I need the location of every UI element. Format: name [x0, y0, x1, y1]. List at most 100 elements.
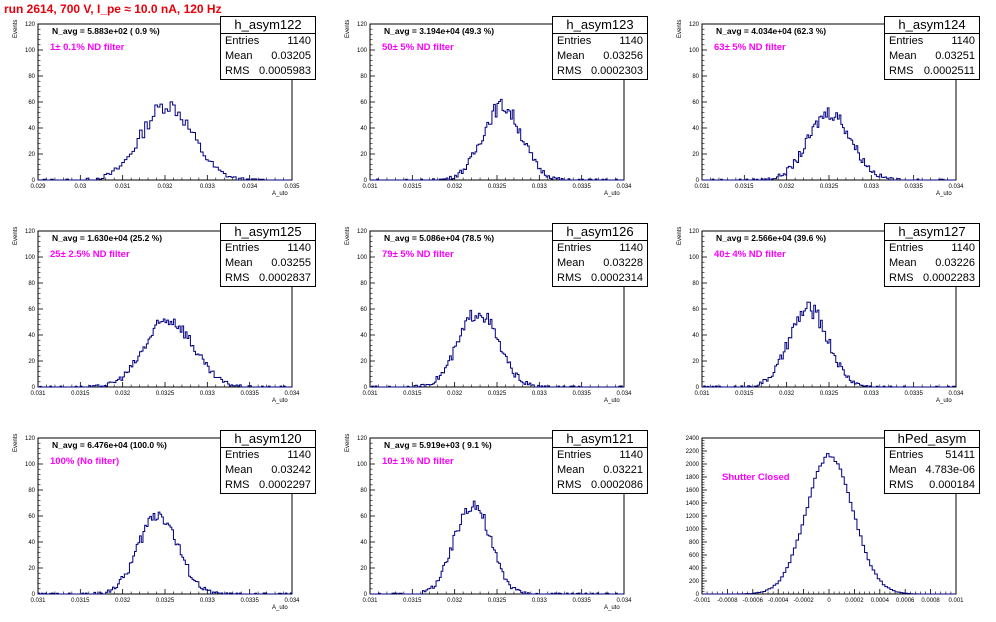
- stats-entries-label: Entries: [889, 35, 924, 47]
- x-tick-label: 0.029: [30, 184, 46, 190]
- x-tick-label: 0.0325: [820, 184, 839, 190]
- x-tick-label: 0.0002: [845, 598, 864, 604]
- x-tick-label: 0.031: [30, 598, 46, 604]
- y-tick-label: 60: [692, 307, 699, 313]
- stats-entries-value: 1140: [951, 242, 975, 254]
- y-tick-label: 0: [32, 385, 36, 391]
- histogram-plot: 0 20 40 60 80 100 120 0.031 0.0315 0.032 0.0325 0.0…: [689, 229, 964, 397]
- y-tick-label: 200: [689, 579, 700, 585]
- stats-box: hPed_asym Entries 51411 Mean 4.783e-06 RMS 0.0…: [884, 430, 980, 494]
- y-tick-label: 20: [360, 359, 367, 365]
- y-tick-label: 100: [25, 255, 36, 261]
- x-axis-label: A_uto: [936, 191, 952, 197]
- stats-box: h_asym126 Entries 1140 Mean 0.03228 RMS 0.0002…: [552, 223, 648, 287]
- n-avg-annotation: N_avg = 1.630e+04 (25.2 %): [52, 233, 163, 243]
- x-axis-label: A_uto: [272, 605, 288, 611]
- histogram-bars: [702, 107, 956, 181]
- y-tick-label: 2000: [686, 462, 700, 468]
- stats-rms-row: RMS 0.0002086: [553, 478, 647, 493]
- histogram-plot: 0 20 40 60 80 100 120 0.029 0.03 0.031 0.032 0.033 0…: [25, 22, 300, 190]
- x-tick-label: 0.033: [200, 598, 216, 604]
- stats-mean-value: 0.03242: [271, 464, 311, 476]
- x-axis-label: A_uto: [936, 398, 952, 404]
- y-tick-label: 60: [360, 514, 367, 520]
- y-tick-label: 0: [696, 385, 700, 391]
- filter-label: 10± 1% ND filter: [382, 456, 454, 467]
- stats-entries-value: 1140: [619, 35, 643, 47]
- y-tick-label: 1000: [686, 527, 700, 533]
- stats-rms-row: RMS 0.0005983: [221, 64, 315, 79]
- stats-mean-label: Mean: [225, 464, 253, 476]
- x-tick-label: 0.0004: [871, 598, 890, 604]
- x-axis-label: A_uto: [604, 398, 620, 404]
- y-tick-label: 80: [692, 74, 699, 80]
- x-tick-label: -0.001: [693, 598, 711, 604]
- x-tick-label: 0.0315: [403, 184, 422, 190]
- stats-title: h_asym121: [553, 431, 647, 448]
- x-tick-label: 0.001: [948, 598, 964, 604]
- stats-mean-value: 0.03255: [271, 257, 311, 269]
- stats-entries-label: Entries: [557, 449, 592, 461]
- x-tick-label: 0.033: [200, 391, 216, 397]
- stats-mean-label: Mean: [225, 257, 253, 269]
- stats-rms-value: 0.0002283: [923, 272, 975, 284]
- stats-entries-label: Entries: [225, 242, 260, 254]
- x-tick-label: 0.032: [115, 598, 131, 604]
- stats-mean-row: Mean 0.03255: [221, 256, 315, 271]
- x-tick-label: 0.0335: [904, 184, 923, 190]
- y-tick-label: 0: [364, 592, 368, 598]
- y-tick-label: 40: [28, 126, 35, 132]
- y-tick-label: 60: [360, 100, 367, 106]
- x-tick-label: 0.0315: [403, 598, 422, 604]
- y-tick-label: 0: [364, 385, 368, 391]
- x-tick-label: 0.031: [362, 598, 378, 604]
- stats-entries-label: Entries: [889, 449, 924, 461]
- stats-entries-value: 1140: [287, 449, 311, 461]
- y-tick-label: 40: [692, 126, 699, 132]
- x-tick-label: -0.0006: [743, 598, 764, 604]
- x-tick-label: 0.033: [864, 184, 880, 190]
- y-tick-label: 0: [696, 178, 700, 184]
- y-axis-label: Events: [13, 226, 19, 245]
- stats-entries-value: 1140: [287, 242, 311, 254]
- histogram-panel-h_asym124: 0 20 40 60 80 100 120 0.031 0.0315 0.032 0.0325 0.0…: [664, 0, 996, 207]
- histogram-panel-h_asym120: 0 20 40 60 80 100 120 0.031 0.0315 0.032 0.0325 0.0…: [0, 414, 332, 621]
- stats-entries-row: Entries 51411: [885, 448, 979, 463]
- x-tick-label: 0.031: [30, 391, 46, 397]
- filter-label: 100% (No filter): [50, 456, 120, 467]
- stats-rms-value: 0.0002314: [591, 272, 643, 284]
- n-avg-annotation: N_avg = 3.194e+04 (49.3 %): [384, 26, 495, 36]
- stats-entries-label: Entries: [557, 242, 592, 254]
- x-tick-label: 0.032: [447, 598, 463, 604]
- stats-title: h_asym124: [885, 17, 979, 34]
- y-tick-label: 20: [360, 152, 367, 158]
- y-tick-label: 100: [689, 255, 700, 261]
- y-tick-label: 80: [360, 74, 367, 80]
- stats-rms-row: RMS 0.0002314: [553, 271, 647, 286]
- histogram-plot: 0 20 40 60 80 100 120 0.031 0.0315 0.032 0.0325 0.0…: [357, 22, 632, 190]
- y-tick-label: 80: [28, 74, 35, 80]
- stats-rms-value: 0.0002303: [591, 65, 643, 77]
- stats-entries-value: 51411: [945, 449, 975, 461]
- y-tick-label: 1800: [686, 475, 700, 481]
- stats-mean-row: Mean 0.03228: [553, 256, 647, 271]
- histogram-plot: 0 20 40 60 80 100 120 0.031 0.0315 0.032 0.0325 0.0…: [25, 436, 300, 604]
- stats-rms-value: 0.0002086: [591, 479, 643, 491]
- y-tick-label: 2400: [686, 436, 700, 442]
- y-tick-label: 120: [25, 22, 36, 28]
- y-tick-label: 60: [360, 307, 367, 313]
- filter-label: 79± 5% ND filter: [382, 249, 454, 260]
- stats-entries-row: Entries 1140: [221, 448, 315, 463]
- stats-box: h_asym121 Entries 1140 Mean 0.03221 RMS 0.0002…: [552, 430, 648, 494]
- histogram-panel-h_asym123: 0 20 40 60 80 100 120 0.031 0.0315 0.032 0.0325 0.0…: [332, 0, 664, 207]
- x-tick-label: 0.034: [616, 184, 632, 190]
- y-tick-label: 100: [689, 48, 700, 54]
- stats-rms-value: 0.000184: [929, 479, 975, 491]
- y-tick-label: 40: [28, 540, 35, 546]
- stats-mean-label: Mean: [557, 50, 585, 62]
- y-axis-label: Events: [345, 19, 351, 38]
- histogram-plot: 0 200 400 600 800 1000 1200 1400 1600 1800 2000 220…: [686, 436, 965, 604]
- x-tick-label: 0.032: [447, 184, 463, 190]
- stats-entries-row: Entries 1140: [553, 448, 647, 463]
- stats-entries-value: 1140: [619, 449, 643, 461]
